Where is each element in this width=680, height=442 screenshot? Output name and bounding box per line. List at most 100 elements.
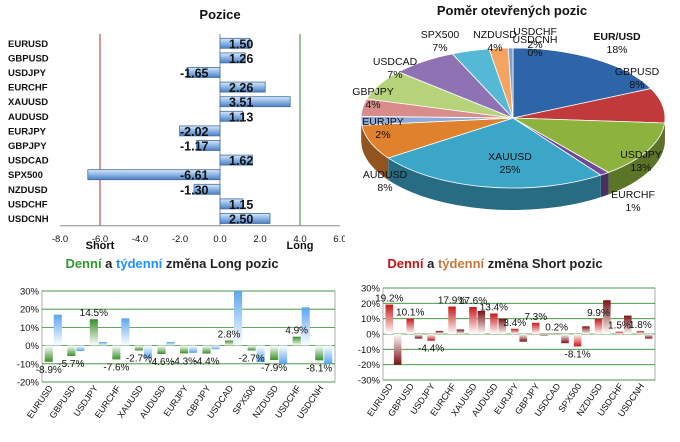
long-daily-bar	[157, 346, 165, 354]
short-daily-bar	[532, 323, 540, 334]
long-y-tick-label: -20%	[17, 378, 40, 389]
long-chart-title: Denní a týdenní změna Long pozic	[65, 256, 278, 271]
pie-slice-percent: 13%	[630, 162, 651, 174]
long-daily-bar	[225, 341, 233, 346]
long-weekly-bar	[279, 346, 287, 364]
short-weekly-bar	[436, 331, 444, 334]
pie-slice-percent: 4%	[487, 42, 502, 54]
short-weekly-bar	[457, 329, 465, 334]
category-label: XAUUSD	[8, 97, 48, 108]
position-value-label: -2.02	[180, 125, 209, 139]
x-tick-label: 6.0	[333, 234, 345, 245]
x-tick-label: -8.0	[52, 234, 68, 245]
short-daily-bar	[469, 307, 477, 334]
position-value-label: -1.17	[180, 140, 209, 154]
pie-slice-percent: 7%	[387, 69, 402, 81]
long-value-label: -7.9%	[261, 363, 287, 374]
short-title-part: změna Short pozic	[484, 256, 602, 271]
long-y-tick-label: 10%	[20, 323, 40, 334]
pie-slice-label: XAUUSD	[488, 151, 532, 163]
x-tick-label: -4.0	[132, 234, 148, 245]
long-daily-bar	[270, 346, 278, 360]
x-tick-label: -2.0	[172, 234, 188, 245]
short-weekly-bar	[478, 311, 486, 334]
short-daily-bar	[637, 331, 645, 334]
short-y-tick-label: -10%	[358, 345, 381, 356]
short-daily-bar	[406, 319, 414, 334]
positions-title: Pozice	[199, 7, 240, 22]
long-change-chart-svg: Denní a týdenní změna Long pozic-20%-10%…	[0, 252, 340, 437]
short-y-tick-label: 0%	[366, 330, 380, 341]
short-value-label: 1.5%	[608, 321, 631, 332]
long-weekly-bar	[121, 318, 129, 345]
x-tick-label: 0.0	[213, 234, 226, 245]
long-y-tick-label: 30%	[20, 287, 40, 298]
short-y-tick-label: -20%	[358, 360, 381, 371]
category-label: EURUSD	[8, 39, 48, 50]
long-daily-bar	[202, 346, 210, 354]
long-value-label: -4.4%	[193, 357, 219, 368]
pie-slice-percent: 18%	[606, 44, 627, 56]
short-daily-bar	[448, 307, 456, 334]
long-weekly-bar	[166, 342, 174, 346]
long-title-part: a	[102, 256, 116, 271]
pie-slice-percent: 0%	[527, 47, 542, 59]
category-label: USDCHF	[8, 199, 48, 210]
position-value-label: 1.13	[229, 110, 253, 124]
position-value-label: -1.65	[180, 67, 209, 81]
ratio-pie-chart-svg: Poměr otevřených pozicEUR/USD18%GBPUSD8%…	[345, 0, 680, 255]
long-value-label: -5.7%	[58, 359, 84, 370]
long-weekly-bar	[99, 342, 107, 346]
category-label: EURJPY	[8, 126, 47, 137]
short-y-tick-label: -30%	[358, 376, 381, 387]
long-daily-bar	[67, 346, 75, 356]
pie-slice-percent: 7%	[432, 42, 447, 54]
pie-slice-label: USDJPY	[620, 149, 661, 161]
long-weekly-bar	[76, 346, 84, 351]
short-weekly-bar	[415, 334, 423, 339]
long-title-part: Denní	[65, 256, 102, 271]
pie-slice-side	[601, 172, 609, 197]
pie-slice-label: EURJPY	[362, 116, 403, 128]
short-daily-bar	[574, 334, 582, 346]
long-daily-bar	[315, 346, 323, 361]
short-weekly-bar	[394, 334, 402, 365]
short-title-part: a	[423, 256, 437, 271]
category-label: GBPJPY	[8, 141, 47, 152]
long-title-part: týdenní	[116, 256, 163, 271]
short-weekly-bar	[582, 326, 590, 334]
pie-slice-label: GBPJPY	[352, 86, 393, 98]
pie-slice-percent: 8%	[629, 79, 644, 91]
category-label: NZDUSD	[8, 185, 48, 196]
short-weekly-bar	[519, 334, 527, 342]
pie-slice-percent: 4%	[365, 99, 380, 111]
position-value-label: -1.30	[180, 183, 209, 197]
category-label: USDCNH	[8, 214, 49, 225]
long-daily-bar	[293, 337, 301, 346]
pie-slice-percent: 25%	[499, 164, 520, 176]
category-label: USDCAD	[8, 156, 49, 167]
short-title-part: Denní	[387, 256, 424, 271]
short-value-label: -8.1%	[565, 349, 591, 360]
position-value-label: 2.50	[229, 213, 253, 227]
short-weekly-bar	[561, 334, 569, 343]
long-weekly-bar	[54, 315, 62, 346]
short-daily-bar	[616, 332, 624, 334]
long-y-tick-label: 20%	[20, 305, 40, 316]
pie-slice-label: EUR/USD	[593, 31, 641, 43]
pie-slice-label: AUDUSD	[363, 169, 408, 181]
short-daily-bar	[511, 329, 519, 334]
long-y-tick-label: 0%	[25, 341, 39, 352]
short-daily-bar	[490, 313, 498, 334]
long-value-label: 14.5%	[80, 308, 108, 319]
pie-slice-percent: 8%	[377, 182, 392, 194]
short-value-label: 0.2%	[545, 323, 568, 334]
short-daily-bar	[427, 334, 435, 341]
short-chart-title: Denní a týdenní změna Short pozic	[387, 256, 602, 271]
position-value-label: 1.26	[229, 52, 253, 66]
long-weekly-bar	[211, 346, 219, 350]
long-change-chart: Denní a týdenní změna Long pozic-20%-10%…	[0, 252, 340, 437]
pie-slice-percent: 1%	[625, 202, 640, 214]
